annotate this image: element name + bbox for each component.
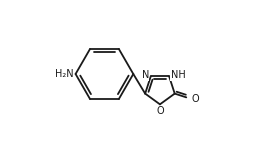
Text: H₂N: H₂N xyxy=(55,69,74,79)
Text: O: O xyxy=(191,94,199,104)
Text: NH: NH xyxy=(171,70,186,81)
Text: N: N xyxy=(141,70,149,81)
Text: O: O xyxy=(156,106,164,116)
